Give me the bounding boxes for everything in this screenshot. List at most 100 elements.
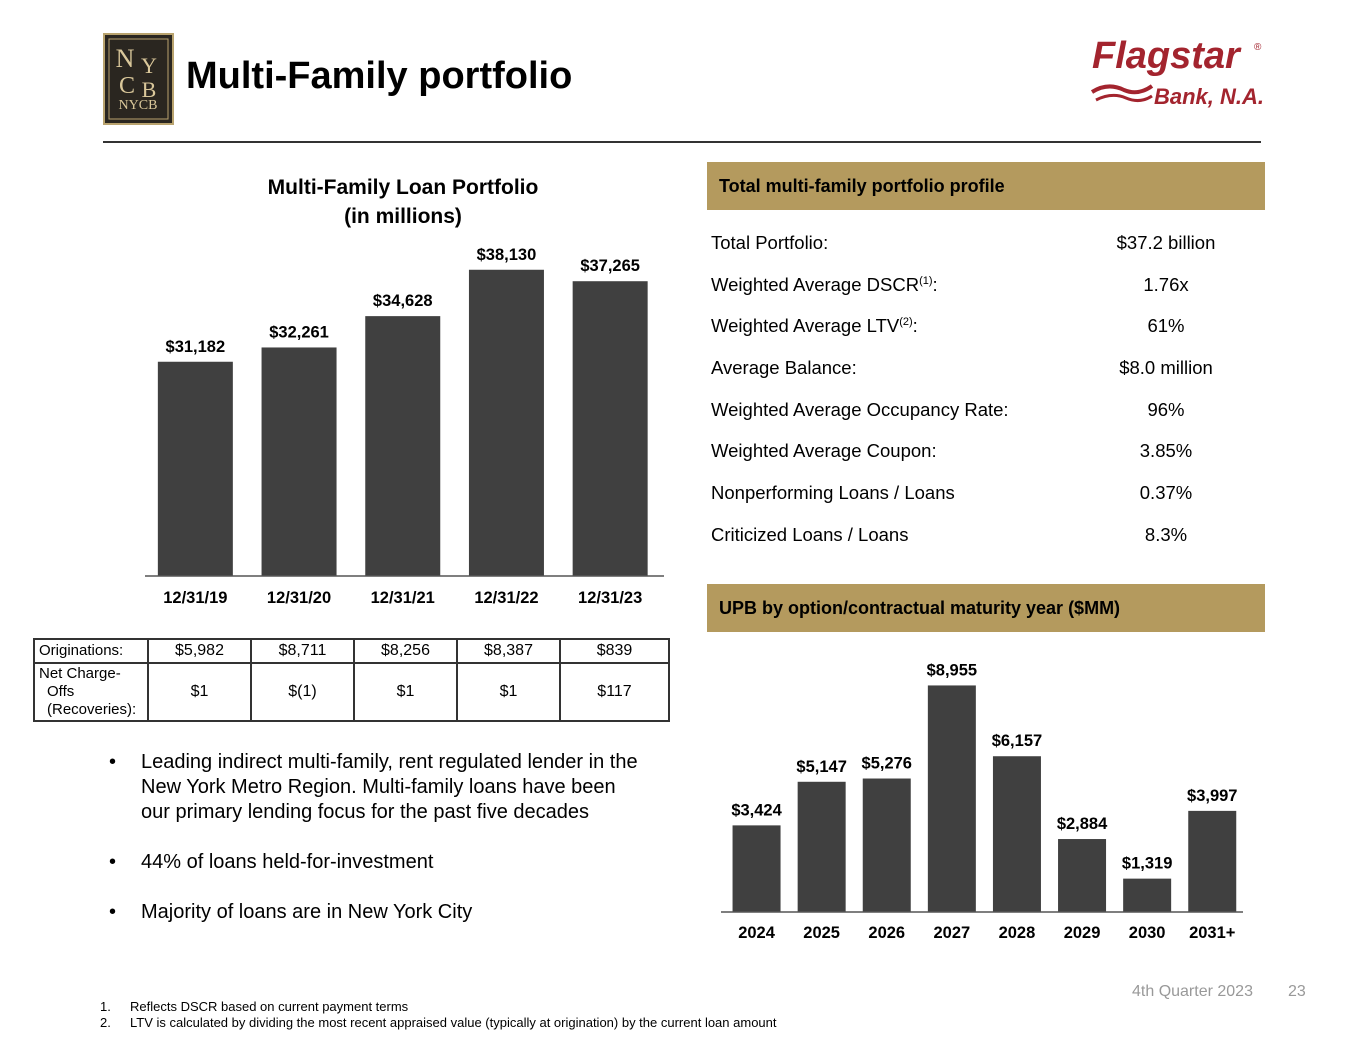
profile-label: Average Balance: [711, 357, 857, 379]
originations-table: Originations: $5,982 $8,711 $8,256 $8,38… [33, 638, 670, 722]
originations-value: $8,387 [456, 638, 561, 664]
nco-label-line: Net Charge- [39, 665, 121, 682]
data-label: $2,884 [1057, 815, 1108, 833]
bullet-glyph: • [109, 901, 117, 923]
bar [862, 778, 911, 912]
nco-value: $117 [559, 662, 670, 722]
tick-label: 2029 [1064, 924, 1101, 942]
label-suffix: : [912, 315, 918, 337]
profile-row: Weighted Average LTV(2): 61% [711, 305, 1256, 347]
multifamily-loan-chart: Multi-Family Loan Portfolio (in millions… [145, 176, 664, 607]
bar [365, 316, 441, 576]
profile-value: 1.76x [1143, 273, 1189, 295]
footnote-text: LTV is calculated by dividing the most r… [130, 1015, 777, 1030]
originations-label: Originations: [33, 638, 149, 664]
nco-value: $1 [353, 662, 458, 722]
tick-label: 2030 [1129, 924, 1166, 942]
profile-label: Weighted Average Occupancy Rate: [711, 399, 1009, 421]
profile-label: Nonperforming Loans / Loans [711, 482, 955, 504]
profile-label: Total Portfolio: [711, 232, 828, 254]
bar [992, 756, 1041, 912]
footnotes: 1. Reflects DSCR based on current paymen… [100, 999, 777, 1031]
profile-row: Criticized Loans / Loans 8.3% [711, 514, 1256, 556]
chart-subtitle: (in millions) [344, 205, 462, 228]
registered-mark: ® [1254, 42, 1262, 53]
bullet-text: 44% of loans held-for-investment [141, 851, 434, 873]
profile-label-text: Weighted Average DSCR [711, 273, 920, 295]
profile-label: Weighted Average DSCR(1): [711, 274, 938, 296]
data-label: $1,319 [1122, 855, 1172, 873]
nycb-logo-text: NYCB [119, 98, 158, 113]
bar [261, 347, 337, 576]
data-label: $32,261 [269, 323, 329, 341]
label-suffix: : [932, 273, 938, 295]
footnote-number: 1. [100, 999, 111, 1014]
profile-value: 3.85% [1139, 440, 1193, 462]
nco-value: $(1) [250, 662, 355, 722]
bar [797, 781, 846, 912]
originations-value: $5,982 [147, 638, 252, 664]
tick-label: 12/31/23 [578, 589, 642, 607]
data-label: $34,628 [373, 292, 433, 310]
footer-period: 4th Quarter 2023 [1132, 983, 1253, 1000]
tick-label: 2031+ [1189, 924, 1235, 942]
header-divider [103, 141, 1261, 143]
bar [732, 825, 781, 912]
profile-row: Average Balance: $8.0 million [711, 347, 1256, 389]
tick-label: 12/31/21 [371, 589, 435, 607]
profile-value: 8.3% [1144, 523, 1188, 545]
data-label: $38,130 [477, 246, 537, 264]
profile-label-text: Criticized Loans / Loans [711, 523, 909, 545]
bullet-glyph: • [109, 751, 117, 773]
data-label: $6,157 [992, 732, 1042, 750]
profile-label-text: Weighted Average Occupancy Rate: [711, 398, 1009, 420]
flagstar-wave-1 [1090, 84, 1154, 95]
flagstar-wave-2 [1095, 93, 1153, 103]
bullet-item: • 44% of loans held-for-investment [105, 850, 645, 875]
data-label: $8,955 [927, 661, 977, 679]
originations-value: $839 [559, 638, 670, 664]
nycb-logo: NYCB N Y C B [103, 33, 174, 125]
originations-row: Originations: $5,982 $8,711 $8,256 $8,38… [33, 638, 670, 664]
profile-row: Weighted Average Coupon: 3.85% [711, 430, 1256, 472]
bullet-list: • Leading indirect multi-family, rent re… [105, 750, 645, 950]
nycb-logo-b: B [142, 77, 157, 102]
nco-value: $1 [147, 662, 252, 722]
data-label: $3,424 [731, 801, 782, 819]
profile-value: $8.0 million [1119, 356, 1213, 378]
tick-label: 2024 [738, 924, 776, 942]
originations-value: $8,256 [353, 638, 458, 664]
maturity-section-header: UPB by option/contractual maturity year … [707, 584, 1265, 632]
data-label: $3,997 [1187, 787, 1237, 805]
data-label: $31,182 [166, 338, 226, 356]
tick-label: 2025 [803, 924, 840, 942]
footnote-ref: (1) [919, 274, 933, 287]
nco-label-line: (Recoveries): [47, 701, 137, 718]
page-number: 23 [1288, 983, 1306, 1000]
profile-label-text: Weighted Average LTV [711, 315, 900, 337]
bar [1123, 878, 1172, 912]
flagstar-brand-text: Flagstar [1092, 35, 1242, 77]
bar [1058, 839, 1107, 912]
bar [1188, 810, 1237, 912]
bar [927, 685, 976, 912]
footnote: 2. LTV is calculated by dividing the mos… [100, 1015, 777, 1031]
profile-label: Criticized Loans / Loans [711, 524, 908, 546]
page-title: Multi-Family portfolio [186, 55, 573, 97]
profile-label-text: Weighted Average Coupon: [711, 440, 937, 462]
bar [572, 281, 648, 576]
profile-row: Nonperforming Loans / Loans 0.37% [711, 472, 1256, 514]
tick-label: 12/31/22 [474, 589, 538, 607]
bullet-text: Majority of loans are in New York City [141, 901, 473, 923]
footnote-ref: (2) [899, 316, 913, 329]
profile-value: 0.37% [1139, 481, 1193, 503]
nycb-logo-y: Y [141, 53, 157, 78]
bar [157, 361, 233, 576]
tick-label: 2026 [868, 924, 905, 942]
profile-value: $37.2 billion [1116, 231, 1216, 253]
nco-value: $1 [456, 662, 561, 722]
profile-label-text: Total Portfolio: [711, 231, 829, 253]
profile-label-text: Nonperforming Loans / Loans [711, 481, 955, 503]
flagstar-sub-text: Bank, N.A. [1154, 84, 1264, 109]
profile-label: Weighted Average LTV(2): [711, 315, 918, 337]
